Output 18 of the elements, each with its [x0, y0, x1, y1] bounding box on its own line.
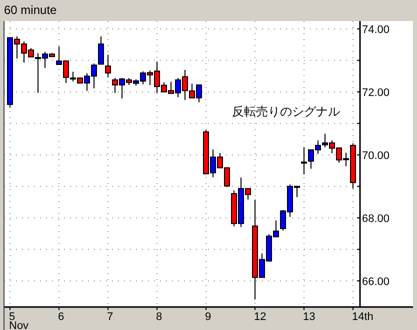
chart-title: 60 minute [4, 3, 58, 17]
y-tick-label: 70.00 [362, 150, 390, 162]
candlestick [301, 146, 307, 175]
x-tick-label: 8 [156, 311, 162, 323]
y-tick-label: 68.00 [362, 212, 390, 225]
y-tick-label: 74.00 [362, 24, 390, 36]
x-tick-label: 13 [303, 311, 316, 323]
x-tick-label: 7 [107, 311, 114, 323]
candlestick [105, 54, 111, 78]
x-tick-label: 9 [205, 311, 212, 323]
y-tick-label: 72.00 [362, 86, 390, 99]
x-tick-label: 5 Nov [9, 311, 30, 330]
x-tick-label: 6 [58, 311, 64, 323]
y-tick-label: 66.00 [362, 276, 390, 288]
x-tick-label: 14th [352, 311, 374, 323]
annotation: 反転売りのシグナル [232, 104, 340, 118]
x-tick-label: 12 [254, 311, 266, 323]
candlestick [98, 36, 104, 65]
